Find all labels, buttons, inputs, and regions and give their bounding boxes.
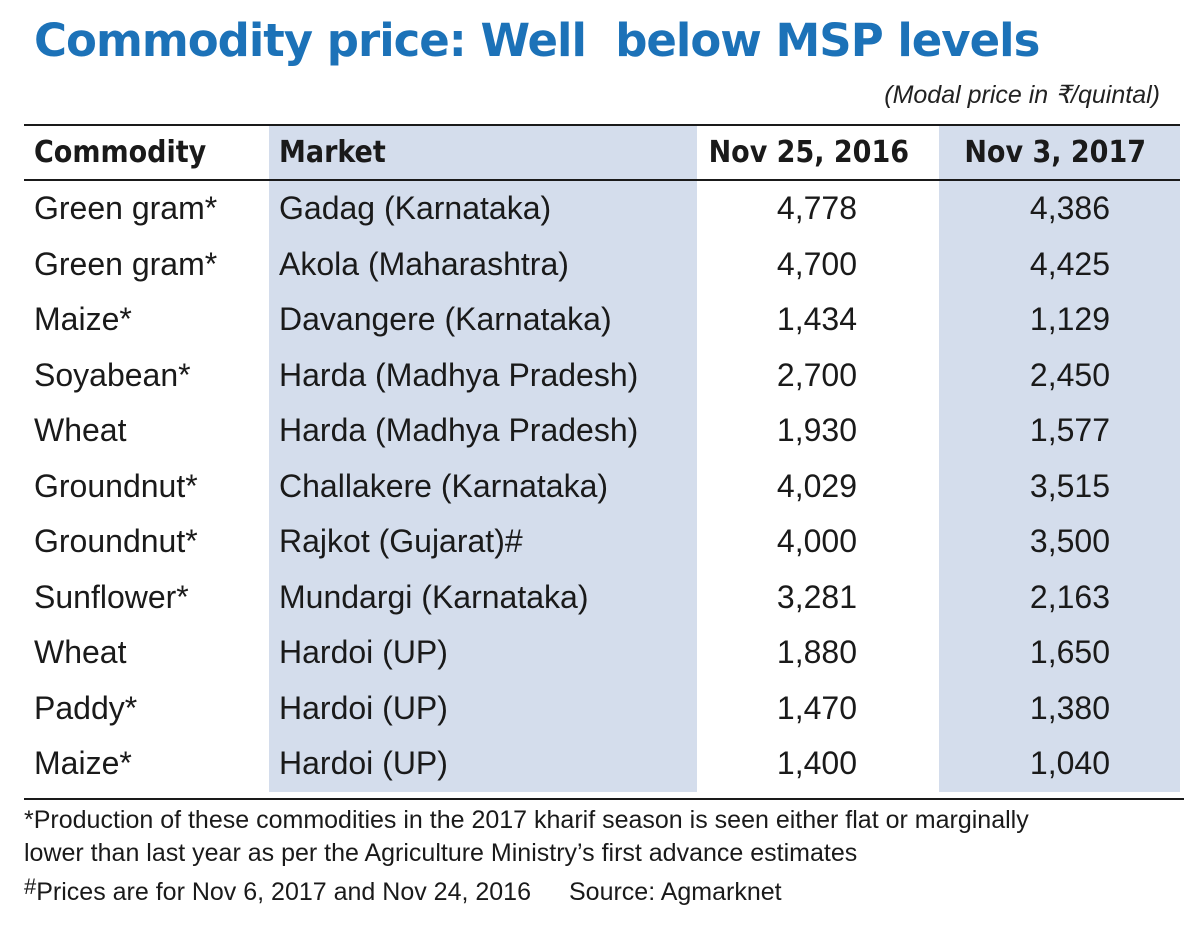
footnote-hash-line: #Prices are for Nov 6, 2017 and Nov 24, … xyxy=(24,870,1184,909)
table-row: Sunflower* Mundargi (Karnataka) 3,281 2,163 xyxy=(24,569,1180,625)
table-row: Green gram* Akola (Maharashtra) 4,700 4,425 xyxy=(24,236,1180,292)
cell-nov-2017: 1,040 xyxy=(939,736,1180,792)
cell-nov-2017: 1,380 xyxy=(939,680,1180,736)
cell-commodity: Maize* xyxy=(34,745,132,782)
cell-nov-2016: 4,029 xyxy=(776,467,857,504)
cell-nov-2016: 4,778 xyxy=(776,190,857,227)
cell-commodity: Paddy* xyxy=(34,689,138,726)
footnote-hash-note: Prices are for Nov 6, 2017 and Nov 24, 2… xyxy=(36,878,531,906)
cell-nov-2017: 2,163 xyxy=(939,569,1180,625)
table-body: Green gram* Gadag (Karnataka) 4,778 4,386 Gr… xyxy=(24,181,1180,792)
cell-market: Davangere (Karnataka) xyxy=(269,292,697,348)
cell-nov-2017: 2,450 xyxy=(939,347,1180,403)
cell-market: Hardoi (UP) xyxy=(269,625,697,681)
cell-nov-2016: 1,400 xyxy=(776,745,857,782)
table-row: Paddy* Hardoi (UP) 1,470 1,380 xyxy=(24,680,1180,736)
cell-commodity: Wheat xyxy=(34,412,127,449)
cell-market: Akola (Maharashtra) xyxy=(269,236,697,292)
cell-market: Harda (Madhya Pradesh) xyxy=(269,347,697,403)
cell-market: Challakere (Karnataka) xyxy=(269,458,697,514)
header-commodity: Commodity xyxy=(34,135,207,170)
cell-commodity: Sunflower* xyxy=(34,578,189,615)
footnote-asterisk-line-2: lower than last year as per the Agricult… xyxy=(24,839,858,867)
cell-commodity: Maize* xyxy=(34,301,132,338)
footnotes: *Production of these commodities in the … xyxy=(24,798,1184,909)
cell-market: Harda (Madhya Pradesh) xyxy=(269,403,697,459)
header-nov-2016: Nov 25, 2016 xyxy=(708,135,909,170)
cell-nov-2017: 4,386 xyxy=(939,181,1180,237)
cell-nov-2017: 1,129 xyxy=(939,292,1180,348)
cell-nov-2017: 3,515 xyxy=(939,458,1180,514)
cell-market: Hardoi (UP) xyxy=(269,736,697,792)
price-table: Commodity Market Nov 25, 2016 Nov 3, 201… xyxy=(24,124,1180,792)
table-row: Groundnut* Rajkot (Gujarat)# 4,000 3,500 xyxy=(24,514,1180,570)
cell-commodity: Green gram* xyxy=(34,190,218,227)
source-credit: Source: Agmarknet xyxy=(569,878,782,906)
cell-nov-2017: 1,650 xyxy=(939,625,1180,681)
table-header: Commodity Market Nov 25, 2016 Nov 3, 201… xyxy=(24,124,1180,181)
table-row: Wheat Hardoi (UP) 1,880 1,650 xyxy=(24,625,1180,681)
cell-commodity: Soyabean* xyxy=(34,356,191,393)
cell-nov-2016: 1,434 xyxy=(776,301,857,338)
header-nov-2017: Nov 3, 2017 xyxy=(939,126,1180,179)
cell-nov-2016: 1,930 xyxy=(776,412,857,449)
cell-nov-2016: 1,470 xyxy=(776,689,857,726)
cell-nov-2016: 4,000 xyxy=(776,523,857,560)
cell-market: Hardoi (UP) xyxy=(269,680,697,736)
cell-market: Rajkot (Gujarat)# xyxy=(269,514,697,570)
cell-commodity: Wheat xyxy=(34,634,127,671)
cell-nov-2016: 2,700 xyxy=(776,356,857,393)
cell-nov-2016: 3,281 xyxy=(776,578,857,615)
table-row: Maize* Davangere (Karnataka) 1,434 1,129 xyxy=(24,292,1180,348)
hash-symbol: # xyxy=(24,874,37,899)
table-row: Green gram* Gadag (Karnataka) 4,778 4,386 xyxy=(24,181,1180,237)
cell-nov-2016: 1,880 xyxy=(776,634,857,671)
cell-nov-2016: 4,700 xyxy=(776,245,857,282)
cell-nov-2017: 3,500 xyxy=(939,514,1180,570)
infographic-card: Commodity price: Well below MSP levels (… xyxy=(12,0,1190,941)
table-row: Soyabean* Harda (Madhya Pradesh) 2,700 2,45… xyxy=(24,347,1180,403)
footnote-asterisk-line-1: *Production of these commodities in the … xyxy=(24,806,1029,834)
cell-commodity: Green gram* xyxy=(34,245,218,282)
page-title: Commodity price: Well below MSP levels xyxy=(34,14,1040,67)
units-note: (Modal price in ₹/quintal) xyxy=(884,81,1160,109)
table-row: Maize* Hardoi (UP) 1,400 1,040 xyxy=(24,736,1180,792)
cell-market: Gadag (Karnataka) xyxy=(269,181,697,237)
header-market: Market xyxy=(269,126,697,179)
cell-nov-2017: 4,425 xyxy=(939,236,1180,292)
cell-commodity: Groundnut* xyxy=(34,467,198,504)
table-row: Groundnut* Challakere (Karnataka) 4,029 3,5… xyxy=(24,458,1180,514)
cell-commodity: Groundnut* xyxy=(34,523,198,560)
table-row: Wheat Harda (Madhya Pradesh) 1,930 1,577 xyxy=(24,403,1180,459)
cell-nov-2017: 1,577 xyxy=(939,403,1180,459)
cell-market: Mundargi (Karnataka) xyxy=(269,569,697,625)
